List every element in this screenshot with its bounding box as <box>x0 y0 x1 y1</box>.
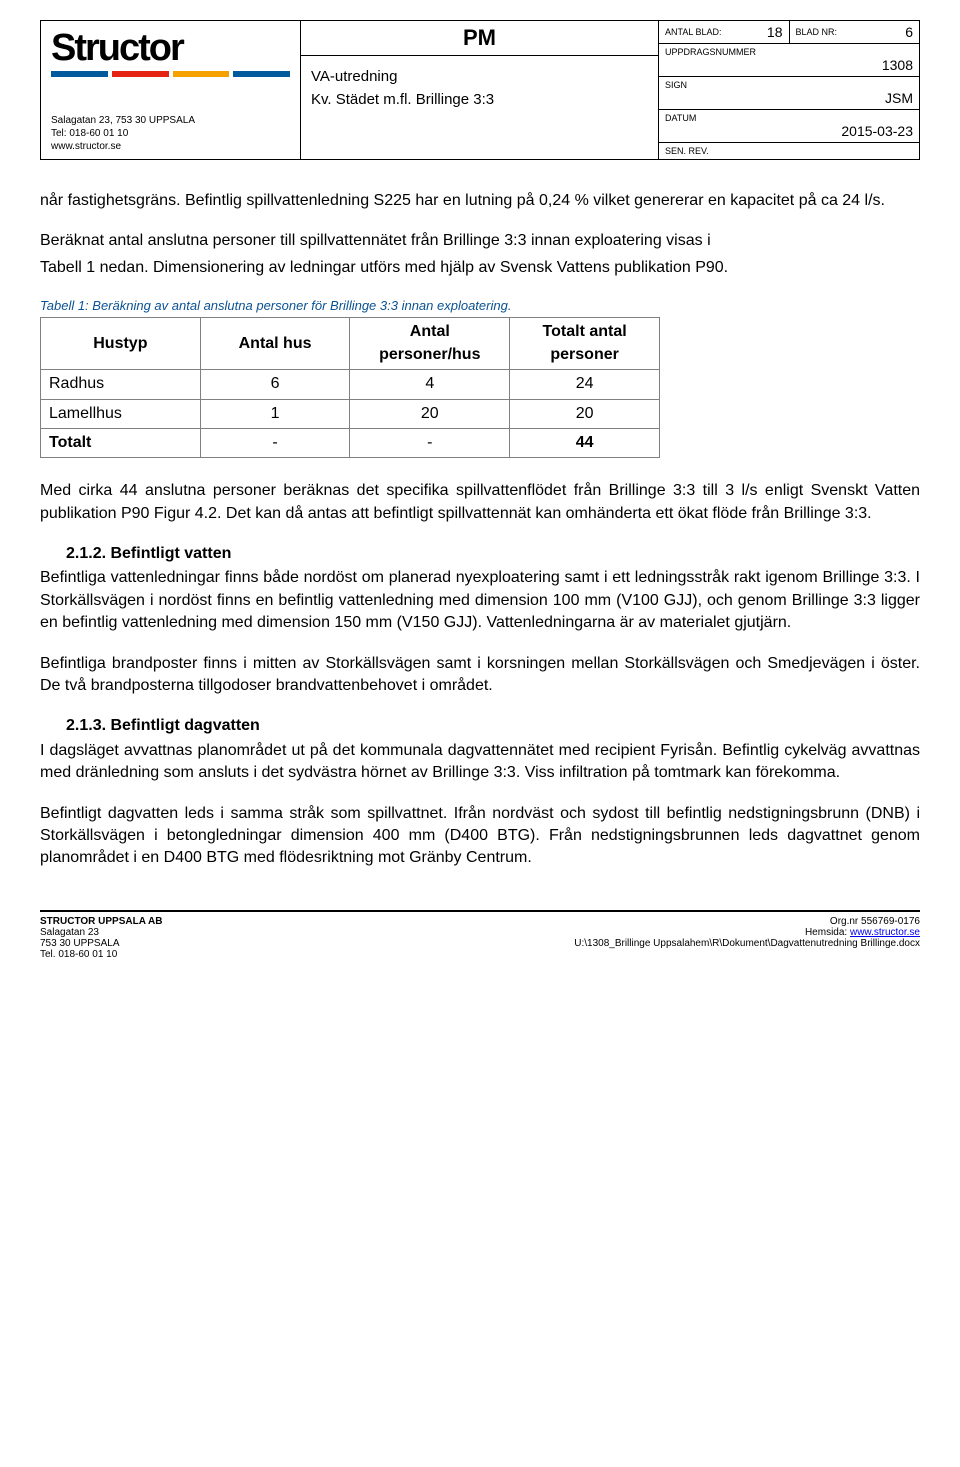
td-r1c0: Lamellhus <box>41 399 201 428</box>
logo-bar-1 <box>51 71 108 77</box>
footer-address1: Salagatan 23 <box>40 927 162 938</box>
th-1: Antal hus <box>200 318 350 370</box>
td-r1c3: 20 <box>510 399 660 428</box>
sign-label: SIGN <box>665 80 913 90</box>
td-r2c3: 44 <box>510 428 660 457</box>
logo-bars <box>51 71 290 77</box>
td-r2c0: Totalt <box>41 428 201 457</box>
footer-company: STRUCTOR UPPSALA AB <box>40 916 162 927</box>
datum-value: 2015-03-23 <box>665 123 913 139</box>
footer-web-prefix: Hemsida: <box>805 927 850 938</box>
paragraph-2: Beräknat antal anslutna personer till sp… <box>40 230 920 252</box>
th-0: Hustyp <box>41 318 201 370</box>
th-3: Totalt antal personer <box>510 318 660 370</box>
footer-tel: Tel. 018-60 01 10 <box>40 949 162 960</box>
footer-web-link[interactable]: www.structor.se <box>850 927 920 938</box>
td-r2c2: - <box>350 428 510 457</box>
td-r0c3: 24 <box>510 370 660 399</box>
header-subject: VA-utredning Kv. Städet m.fl. Brillinge … <box>301 56 658 117</box>
paragraph-8: Befintligt dagvatten leds i samma stråk … <box>40 803 920 870</box>
header-middle: PM VA-utredning Kv. Städet m.fl. Brillin… <box>301 21 659 159</box>
table-header-row: Hustyp Antal hus Antal personer/hus Tota… <box>41 318 660 370</box>
document-body: når fastighetsgräns. Befintlig spillvatt… <box>40 190 920 870</box>
header-rev: SEN. REV. <box>659 143 919 159</box>
pages-total: ANTAL BLAD: 18 <box>659 21 790 43</box>
table-row: Radhus 6 4 24 <box>41 370 660 399</box>
company-info: Salagatan 23, 753 30 UPPSALA Tel: 018-60… <box>51 114 290 153</box>
footer-web-line: Hemsida: www.structor.se <box>574 927 920 938</box>
td-r0c1: 6 <box>200 370 350 399</box>
paragraph-4: Med cirka 44 anslutna personer beräknas … <box>40 480 920 525</box>
footer-left: STRUCTOR UPPSALA AB Salagatan 23 753 30 … <box>40 916 162 960</box>
header-pm: PM <box>301 21 658 56</box>
logo-text: Structor <box>51 29 290 67</box>
paragraph-5: Befintliga vattenledningar finns både no… <box>40 567 920 634</box>
header-line1: VA-utredning <box>311 66 648 89</box>
page-label: BLAD NR: <box>796 27 838 37</box>
heading-212: 2.1.2. Befintligt vatten <box>66 543 920 565</box>
footer-orgnr: Org.nr 556769-0176 <box>574 916 920 927</box>
footer-address2: 753 30 UPPSALA <box>40 938 162 949</box>
logo-bar-4 <box>233 71 290 77</box>
paragraph-6: Befintliga brandposter finns i mitten av… <box>40 653 920 698</box>
company-web: www.structor.se <box>51 140 290 153</box>
datum-label: DATUM <box>665 113 913 123</box>
td-r0c0: Radhus <box>41 370 201 399</box>
table-caption: Tabell 1: Beräkning av antal anslutna pe… <box>40 297 920 315</box>
header-left: Structor Salagatan 23, 753 30 UPPSALA Te… <box>41 21 301 159</box>
document-footer: STRUCTOR UPPSALA AB Salagatan 23 753 30 … <box>40 910 920 960</box>
td-r1c2: 20 <box>350 399 510 428</box>
table-row: Lamellhus 1 20 20 <box>41 399 660 428</box>
header-datum: DATUM 2015-03-23 <box>659 110 919 143</box>
company-address: Salagatan 23, 753 30 UPPSALA <box>51 114 290 127</box>
paragraph-7: I dagsläget avvattnas planområdet ut på … <box>40 740 920 785</box>
header-uppdrag: UPPDRAGSNUMMER 1308 <box>659 44 919 77</box>
logo-bar-3 <box>173 71 230 77</box>
pages-label: ANTAL BLAD: <box>665 27 722 37</box>
rev-label: SEN. REV. <box>665 146 913 156</box>
company-tel: Tel: 018-60 01 10 <box>51 127 290 140</box>
pages-value: 18 <box>767 24 783 40</box>
data-table: Hustyp Antal hus Antal personer/hus Tota… <box>40 317 660 458</box>
heading-213: 2.1.3. Befintligt dagvatten <box>66 715 920 737</box>
logo: Structor <box>51 29 290 83</box>
paragraph-3: Tabell 1 nedan. Dimensionering av lednin… <box>40 257 920 279</box>
logo-bar-2 <box>112 71 169 77</box>
header-right: ANTAL BLAD: 18 BLAD NR: 6 UPPDRAGSNUMMER… <box>659 21 919 159</box>
document-header: Structor Salagatan 23, 753 30 UPPSALA Te… <box>40 20 920 160</box>
header-pages-row: ANTAL BLAD: 18 BLAD NR: 6 <box>659 21 919 44</box>
page-value: 6 <box>905 24 913 40</box>
th-2: Antal personer/hus <box>350 318 510 370</box>
footer-right: Org.nr 556769-0176 Hemsida: www.structor… <box>574 916 920 960</box>
uppdrag-value: 1308 <box>665 57 913 73</box>
footer-filepath: U:\1308_Brillinge Uppsalahem\R\Dokument\… <box>574 938 920 949</box>
td-r0c2: 4 <box>350 370 510 399</box>
table-row: Totalt - - 44 <box>41 428 660 457</box>
paragraph-1: når fastighetsgräns. Befintlig spillvatt… <box>40 190 920 212</box>
table-body: Radhus 6 4 24 Lamellhus 1 20 20 Totalt -… <box>41 370 660 458</box>
td-r2c1: - <box>200 428 350 457</box>
header-line2: Kv. Städet m.fl. Brillinge 3:3 <box>311 89 648 112</box>
header-sign: SIGN JSM <box>659 77 919 110</box>
table-head: Hustyp Antal hus Antal personer/hus Tota… <box>41 318 660 370</box>
page-current: BLAD NR: 6 <box>790 21 920 43</box>
td-r1c1: 1 <box>200 399 350 428</box>
uppdrag-label: UPPDRAGSNUMMER <box>665 47 913 57</box>
sign-value: JSM <box>665 90 913 106</box>
